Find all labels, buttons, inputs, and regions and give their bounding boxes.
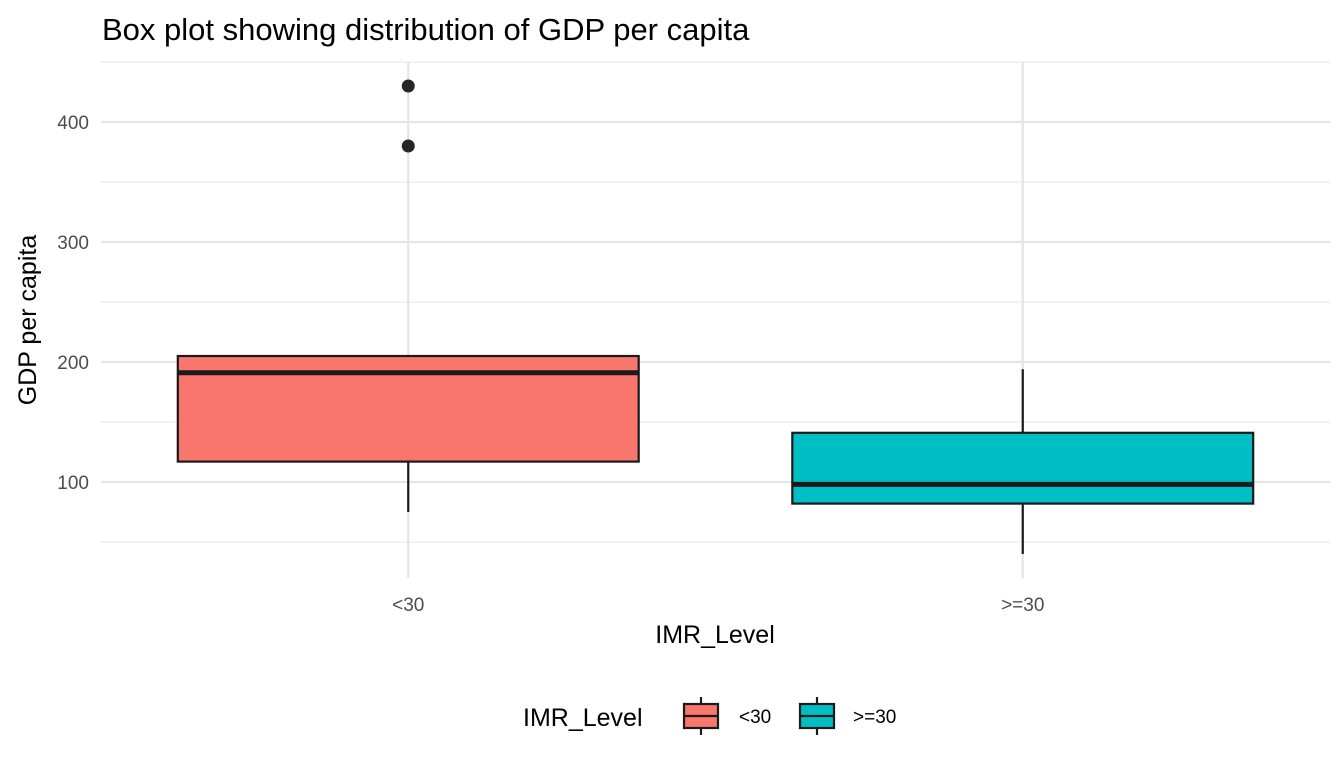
- box-body: [791, 431, 1255, 505]
- y-tick-label: 300: [57, 233, 89, 254]
- y-tick-label: 200: [57, 353, 89, 374]
- y-tick-label: 100: [57, 473, 89, 494]
- box-series: [176, 79, 1255, 554]
- outlier-point: [401, 139, 415, 153]
- x-tick-label: >=30: [1001, 595, 1044, 616]
- chart-title: Box plot showing distribution of GDP per…: [102, 12, 750, 47]
- y-axis-title: GDP per capita: [14, 235, 42, 406]
- legend: IMR_Level <30 >=30: [523, 697, 896, 735]
- x-axis-title: IMR_Level: [655, 621, 775, 649]
- legend-label: >=30: [853, 707, 896, 728]
- legend-key: [798, 697, 836, 735]
- legend-label: <30: [739, 707, 771, 728]
- box-group: [791, 369, 1255, 554]
- box-group: [176, 79, 640, 512]
- axis-ticks: 100 200 300 400 <30 >=30: [57, 113, 1044, 616]
- legend-key: [682, 697, 720, 735]
- x-tick-label: <30: [392, 595, 424, 616]
- y-tick-label: 400: [57, 113, 89, 134]
- outlier-point: [401, 79, 415, 93]
- legend-title: IMR_Level: [523, 704, 643, 732]
